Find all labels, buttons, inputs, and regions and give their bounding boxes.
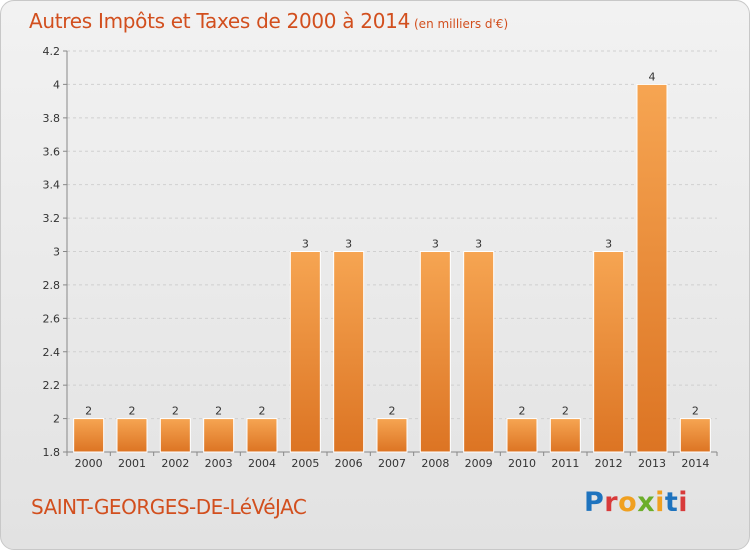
y-tick-label: 3.2 xyxy=(43,212,61,225)
y-tick-label: 2.6 xyxy=(43,312,61,325)
y-tick-label: 2 xyxy=(53,413,60,426)
bar-2013 xyxy=(636,83,668,453)
y-tick-label: 4 xyxy=(53,78,60,91)
proxiti-logo: Proxiti xyxy=(584,487,688,518)
x-tick-label-2008: 2008 xyxy=(421,457,449,470)
data-label-2003: 2 xyxy=(215,405,222,418)
y-tick-label: 1.8 xyxy=(43,446,61,459)
y-tick-label: 3 xyxy=(53,246,60,259)
x-tick-label-2007: 2007 xyxy=(378,457,406,470)
y-tick-label: 3.4 xyxy=(43,179,61,192)
data-label-2009: 3 xyxy=(475,238,482,251)
bar-2012 xyxy=(593,251,625,453)
bar-2006 xyxy=(333,251,365,453)
data-label-2004: 2 xyxy=(259,405,266,418)
logo-letter-i2: i xyxy=(678,487,689,518)
bar-2005 xyxy=(289,251,321,453)
x-tick-label-2003: 2003 xyxy=(205,457,233,470)
data-label-2014: 2 xyxy=(692,405,699,418)
x-tick-label-2011: 2011 xyxy=(551,457,579,470)
y-tick-label: 2.4 xyxy=(43,346,61,359)
x-tick-label-2006: 2006 xyxy=(335,457,363,470)
x-tick-label-2005: 2005 xyxy=(291,457,319,470)
x-tick-label-2013: 2013 xyxy=(638,457,666,470)
y-tick-label: 2.8 xyxy=(43,279,61,292)
data-label-2010: 2 xyxy=(519,405,526,418)
bar-2009 xyxy=(463,251,495,453)
x-tick-label-2001: 2001 xyxy=(118,457,146,470)
bar-2011 xyxy=(549,418,581,453)
y-tick-label: 2.2 xyxy=(43,379,61,392)
data-label-2008: 3 xyxy=(432,238,439,251)
bar-2004 xyxy=(246,418,278,453)
data-label-2006: 3 xyxy=(345,238,352,251)
logo-letter-o: o xyxy=(618,487,638,518)
x-tick-label-2000: 2000 xyxy=(75,457,103,470)
x-tick-label-2009: 2009 xyxy=(465,457,493,470)
x-tick-label-2012: 2012 xyxy=(595,457,623,470)
x-tick-label-2014: 2014 xyxy=(681,457,709,470)
x-tick-label-2004: 2004 xyxy=(248,457,276,470)
y-tick-label: 4.2 xyxy=(43,45,61,58)
data-label-2001: 2 xyxy=(129,405,136,418)
data-label-2002: 2 xyxy=(172,405,179,418)
data-label-2012: 3 xyxy=(605,238,612,251)
bar-2007 xyxy=(376,418,408,453)
logo-letter-x: x xyxy=(637,487,656,518)
data-label-2013: 4 xyxy=(649,70,656,83)
data-label-2007: 2 xyxy=(389,405,396,418)
bar-2000 xyxy=(73,418,105,453)
x-tick-label-2010: 2010 xyxy=(508,457,536,470)
data-label-2000: 2 xyxy=(85,405,92,418)
logo-letter-p: P xyxy=(584,487,605,518)
logo-letter-i1: i xyxy=(655,487,665,518)
x-tick-label-2002: 2002 xyxy=(161,457,189,470)
logo-letter-r: r xyxy=(604,487,619,518)
bar-2010 xyxy=(506,418,538,453)
bar-2001 xyxy=(116,418,148,453)
chart-title: Autres Impôts et Taxes de 2000 à 2014 (en… xyxy=(29,9,508,33)
commune-name: SAINT-GEORGES-DE-LéVéJAC xyxy=(31,495,307,519)
y-tick-label: 3.6 xyxy=(43,145,61,158)
chart-subtitle: (en milliers d'€) xyxy=(414,17,509,31)
chart-title-text: Autres Impôts et Taxes de 2000 à 2014 xyxy=(29,9,410,33)
data-label-2011: 2 xyxy=(562,405,569,418)
bar-2014 xyxy=(679,418,711,453)
bar-2003 xyxy=(203,418,235,453)
bar-2008 xyxy=(419,251,451,453)
data-label-2005: 3 xyxy=(302,238,309,251)
logo-letter-t: t xyxy=(664,487,679,518)
y-tick-label: 3.8 xyxy=(43,112,61,125)
bar-2002 xyxy=(159,418,191,453)
